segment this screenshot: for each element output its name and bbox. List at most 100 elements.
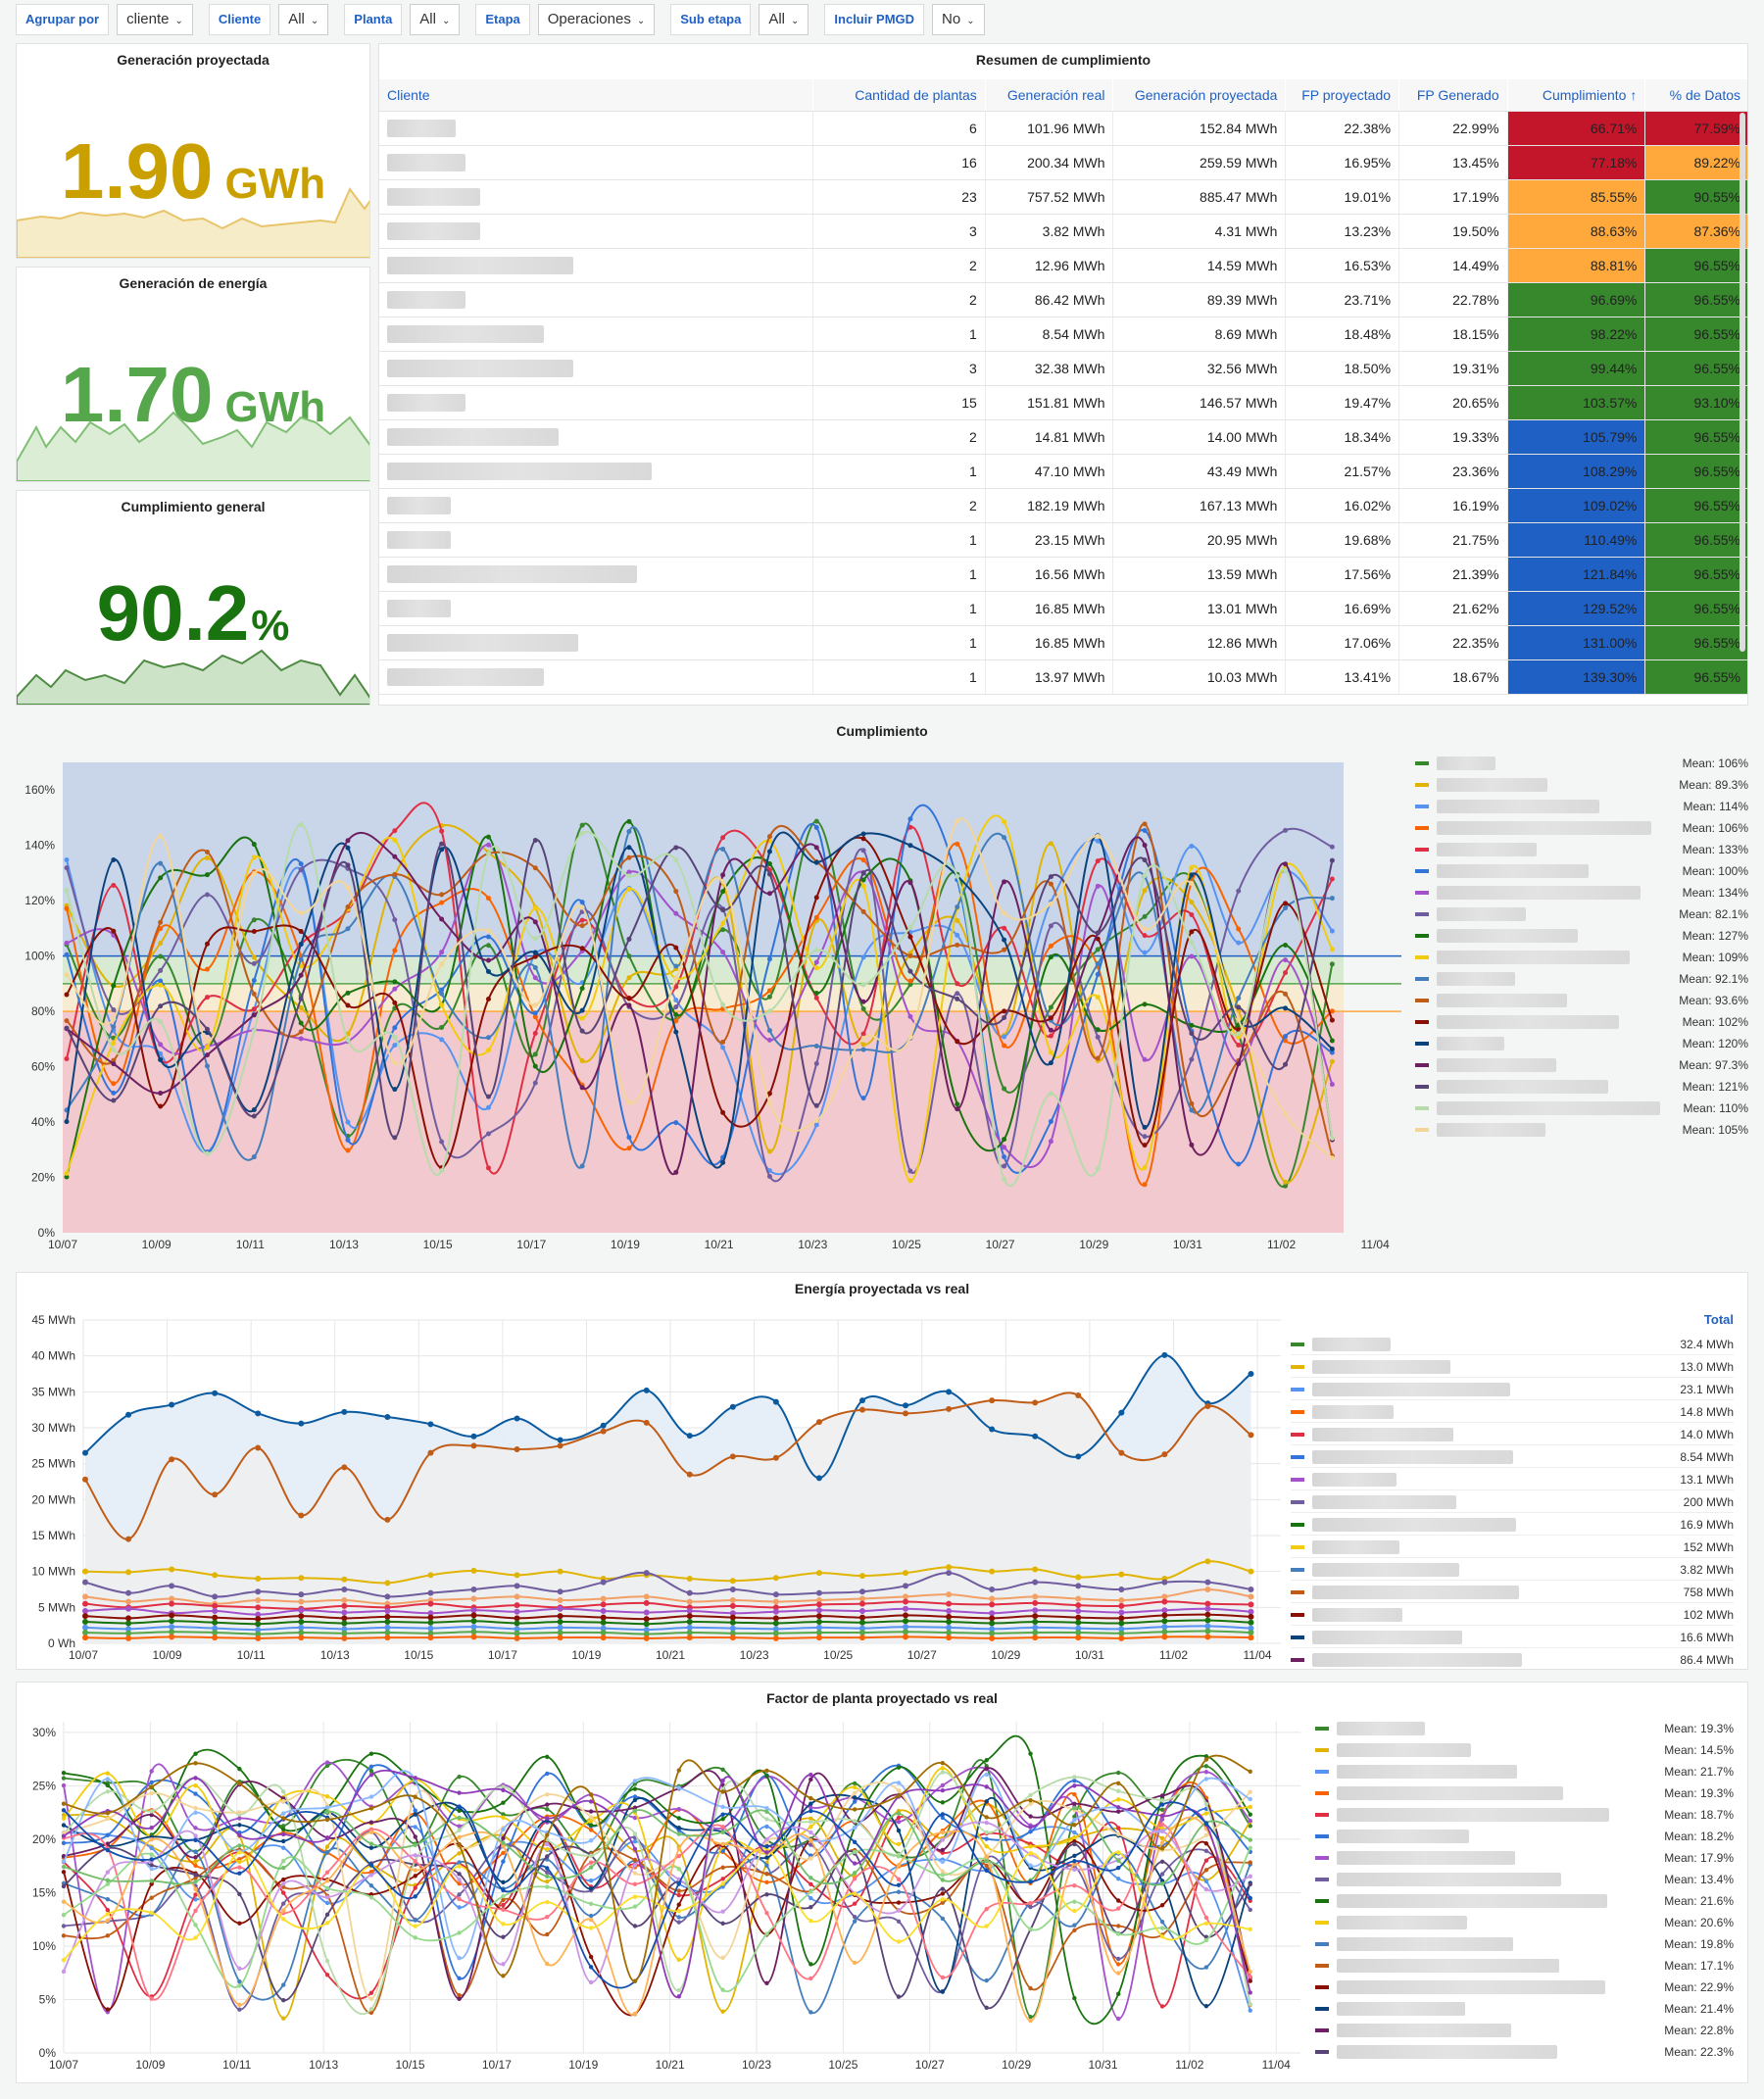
data-point <box>545 1802 550 1807</box>
legend-item[interactable]: Mean: 106% <box>1415 753 1748 774</box>
legend-item[interactable]: Mean: 93.6% <box>1415 990 1748 1011</box>
legend-item[interactable]: 102 MWh <box>1291 1604 1734 1626</box>
filter-select[interactable]: All ⌄ <box>759 4 809 35</box>
legend-item[interactable]: Mean: 19.8% <box>1315 1933 1734 1955</box>
table-row[interactable]: 23 757.52 MWh 885.47 MWh 19.01% 17.19% 85.55%… <box>379 179 1747 215</box>
table-row[interactable]: 15 151.81 MWh 146.57 MWh 19.47% 20.65% 103.57… <box>379 385 1747 420</box>
legend-item[interactable]: 152 MWh <box>1291 1537 1734 1558</box>
cell-cump: 88.81% <box>1507 248 1646 283</box>
legend-item[interactable]: 23.1 MWh <box>1291 1379 1734 1400</box>
filter-select[interactable]: No ⌄ <box>932 4 985 35</box>
legend-item[interactable]: 13.0 MWh <box>1291 1356 1734 1378</box>
legend-item[interactable]: Mean: 133% <box>1415 839 1748 860</box>
data-point <box>345 1002 351 1008</box>
legend-item[interactable]: Mean: 134% <box>1415 882 1748 903</box>
legend-item[interactable]: Mean: 20.6% <box>1315 1912 1734 1933</box>
table-row[interactable]: 1 8.54 MWh 8.69 MWh 18.48% 18.15% 98.22% 96.55… <box>379 317 1747 352</box>
legend-item[interactable]: Mean: 89.3% <box>1415 774 1748 796</box>
table-row[interactable]: 1 16.85 MWh 13.01 MWh 16.69% 21.62% 129.52% 96… <box>379 591 1747 626</box>
column-header[interactable]: Generación proyectada <box>1112 79 1287 112</box>
legend-item[interactable]: 200 MWh <box>1291 1491 1734 1513</box>
legend-item[interactable]: Mean: 19.3% <box>1315 1782 1734 1804</box>
column-header[interactable]: FP proyectado <box>1285 79 1400 112</box>
filter-select[interactable]: All ⌄ <box>410 4 461 35</box>
legend-item[interactable]: Mean: 22.3% <box>1315 2041 1734 2063</box>
filter-select[interactable]: Operaciones ⌄ <box>537 4 656 35</box>
data-point <box>676 1888 681 1893</box>
legend-item[interactable]: 8.54 MWh <box>1291 1446 1734 1468</box>
legend-item[interactable]: 16.6 MWh <box>1291 1627 1734 1648</box>
legend-item[interactable]: 14.8 MWh <box>1291 1401 1734 1423</box>
legend-item[interactable]: Mean: 18.2% <box>1315 1826 1734 1847</box>
legend-item[interactable]: Mean: 121% <box>1415 1076 1748 1098</box>
data-point <box>1028 1985 1033 1991</box>
data-point <box>204 1063 210 1069</box>
legend-item[interactable]: 3.82 MWh <box>1291 1559 1734 1581</box>
legend-item[interactable]: Mean: 14.5% <box>1315 1739 1734 1761</box>
legend-item[interactable]: Mean: 22.9% <box>1315 1977 1734 1998</box>
data-point <box>907 924 913 930</box>
table-row[interactable]: 2 182.19 MWh 167.13 MWh 16.02% 16.19% 109.02%… <box>379 488 1747 523</box>
series-line <box>84 1560 1251 1585</box>
column-header[interactable]: Cliente <box>379 79 813 112</box>
legend-item[interactable]: Mean: 13.4% <box>1315 1869 1734 1890</box>
legend-item[interactable]: 14.0 MWh <box>1291 1424 1734 1445</box>
table-scrollbar[interactable] <box>1740 113 1745 652</box>
legend-item[interactable]: Mean: 17.1% <box>1315 1955 1734 1977</box>
legend-item[interactable]: Mean: 92.1% <box>1415 968 1748 990</box>
table-row[interactable]: 2 86.42 MWh 89.39 MWh 23.71% 22.78% 96.69% 96.… <box>379 282 1747 317</box>
column-header[interactable]: Cumplimiento ↑ <box>1507 79 1646 112</box>
legend-item[interactable]: Mean: 102% <box>1415 1011 1748 1033</box>
filter-select[interactable]: cliente ⌄ <box>117 4 193 35</box>
data-point <box>158 1003 164 1009</box>
legend-item[interactable]: Mean: 109% <box>1415 947 1748 968</box>
legend-item[interactable]: Mean: 21.6% <box>1315 1890 1734 1912</box>
data-point <box>125 1620 132 1627</box>
legend-item[interactable]: Mean: 82.1% <box>1415 903 1748 925</box>
legend-item[interactable]: 16.9 MWh <box>1291 1514 1734 1536</box>
legend-item[interactable]: Mean: 18.7% <box>1315 1804 1734 1826</box>
legend-item[interactable]: Mean: 114% <box>1415 796 1748 817</box>
data-point <box>298 1020 304 1026</box>
legend-item[interactable]: Mean: 120% <box>1415 1033 1748 1054</box>
legend-item[interactable]: Mean: 17.9% <box>1315 1847 1734 1869</box>
table-row[interactable]: 1 16.85 MWh 12.86 MWh 17.06% 22.35% 131.00% 96… <box>379 625 1747 660</box>
table-row[interactable]: 1 16.56 MWh 13.59 MWh 17.56% 21.39% 121.84% 96… <box>379 557 1747 592</box>
legend-item[interactable]: Mean: 19.3% <box>1315 1718 1734 1739</box>
table-row[interactable]: 1 23.15 MWh 20.95 MWh 19.68% 21.75% 110.49% 96… <box>379 522 1747 558</box>
column-header[interactable]: Cantidad de plantas <box>812 79 986 112</box>
legend-item[interactable]: 86.4 MWh <box>1291 1649 1734 1669</box>
legend-item[interactable]: Mean: 127% <box>1415 925 1748 947</box>
data-point <box>1072 1899 1077 1904</box>
table-row[interactable]: 2 12.96 MWh 14.59 MWh 16.53% 14.49% 88.81% 96.… <box>379 248 1747 283</box>
filter-select[interactable]: All ⌄ <box>278 4 329 35</box>
legend-item[interactable]: Mean: 106% <box>1415 817 1748 839</box>
legend-item[interactable]: Mean: 110% <box>1415 1098 1748 1119</box>
cell-real: 32.38 MWh <box>985 351 1114 386</box>
legend-item[interactable]: 32.4 MWh <box>1291 1334 1734 1355</box>
legend-item[interactable]: 758 MWh <box>1291 1582 1734 1603</box>
data-point <box>514 1608 520 1615</box>
column-header[interactable]: FP Generado <box>1398 79 1508 112</box>
legend-item[interactable]: Mean: 97.3% <box>1415 1054 1748 1076</box>
legend-item[interactable]: Mean: 21.7% <box>1315 1761 1734 1782</box>
cell-proy: 885.47 MWh <box>1112 179 1287 215</box>
table-row[interactable]: 16 200.34 MWh 259.59 MWh 16.95% 13.45% 77.18%… <box>379 145 1747 180</box>
data-point <box>1161 1618 1168 1625</box>
table-row[interactable]: 3 32.38 MWh 32.56 MWh 18.50% 19.31% 99.44% 96.… <box>379 351 1747 386</box>
table-row[interactable]: 2 14.81 MWh 14.00 MWh 18.34% 19.33% 105.79% 96… <box>379 419 1747 455</box>
table-row[interactable]: 3 3.82 MWh 4.31 MWh 13.23% 19.50% 88.63% 87.36… <box>379 214 1747 249</box>
legend-item[interactable]: 13.1 MWh <box>1291 1469 1734 1490</box>
table-row[interactable]: 1 13.97 MWh 10.03 MWh 13.41% 18.67% 139.30% 96… <box>379 659 1747 695</box>
table-row[interactable]: 6 101.96 MWh 152.84 MWh 22.38% 22.99% 66.71% 7… <box>379 111 1747 146</box>
panel-title: Generación de energía <box>119 275 268 291</box>
legend-item[interactable]: Mean: 21.4% <box>1315 1998 1734 2020</box>
column-header[interactable]: % de Datos <box>1644 79 1747 112</box>
y-tick-label: 5 MWh <box>38 1600 75 1614</box>
legend-item[interactable]: Mean: 22.8% <box>1315 2020 1734 2041</box>
legend-column-header[interactable]: Total <box>1703 1312 1734 1327</box>
table-row[interactable]: 1 47.10 MWh 43.49 MWh 21.57% 23.36% 108.29% 96… <box>379 454 1747 489</box>
legend-item[interactable]: Mean: 100% <box>1415 860 1748 882</box>
column-header[interactable]: Generación real <box>985 79 1114 112</box>
legend-item[interactable]: Mean: 105% <box>1415 1119 1748 1141</box>
